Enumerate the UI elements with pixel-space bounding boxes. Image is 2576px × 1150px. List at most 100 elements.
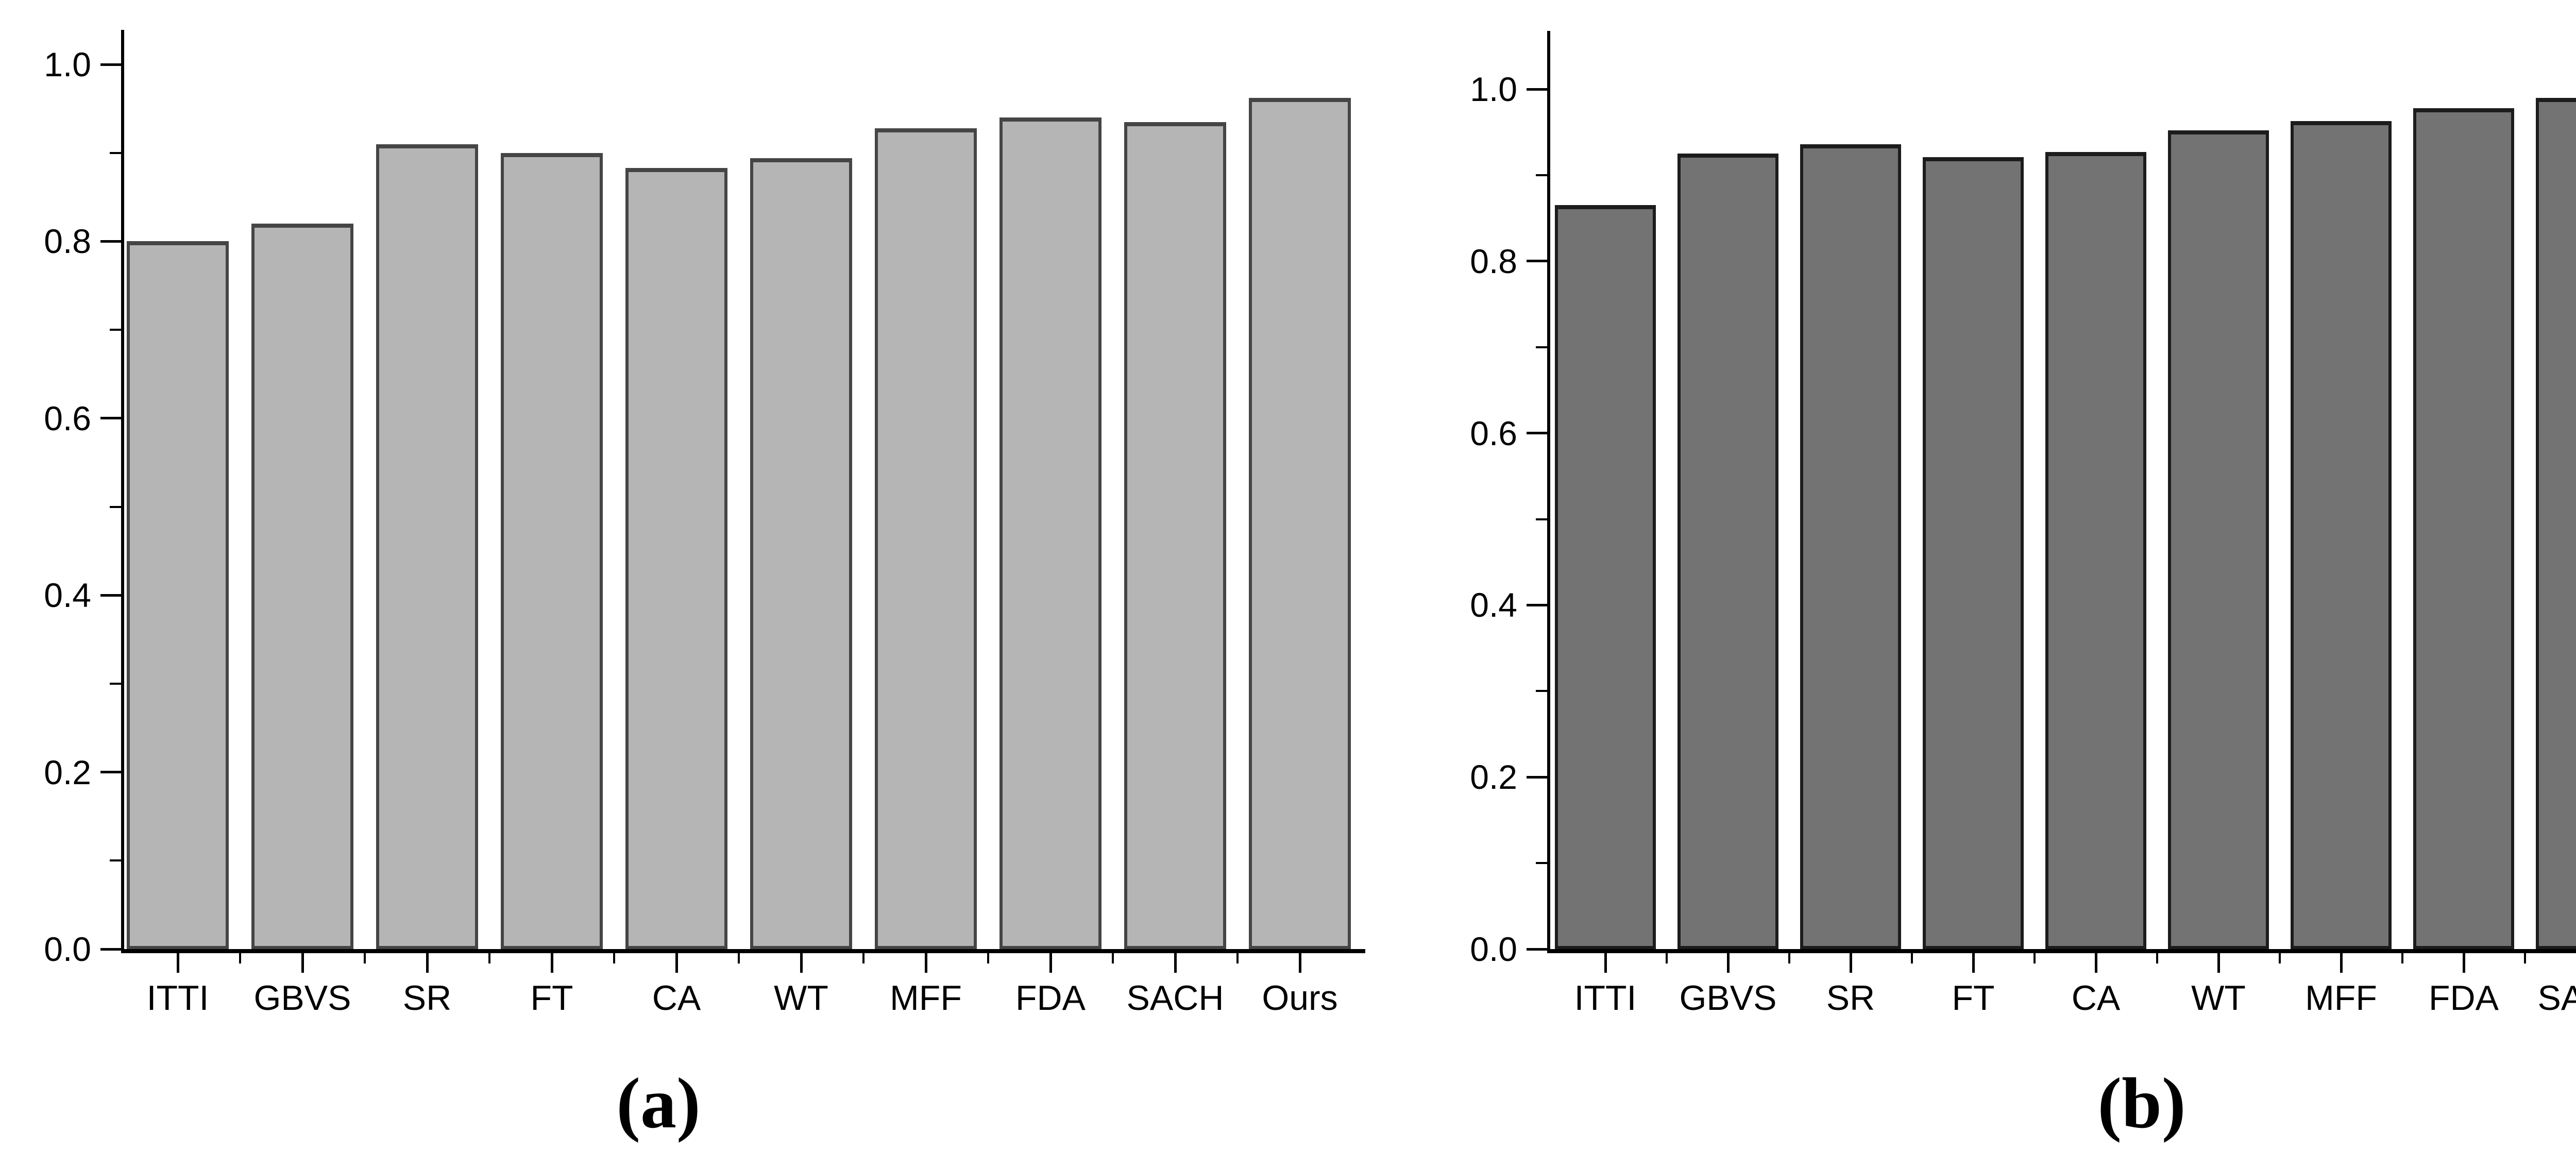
bar-a-MFF: [875, 128, 977, 949]
x-minor-tick-b-1: [1666, 953, 1668, 963]
bar-a-SACH: [1124, 122, 1226, 949]
x-minor-tick-a-8: [1112, 953, 1114, 963]
x-minor-tick-a-4: [613, 953, 615, 963]
y-tick-label-b-0.4: 0.4: [1470, 586, 1517, 624]
x-tick-label-a-GBVS: GBVS: [253, 978, 351, 1018]
x-minor-tick-a-3: [488, 953, 490, 963]
caption-b: (b): [2097, 1063, 2186, 1143]
x-major-tick-a-FDA: [1049, 953, 1052, 973]
x-major-tick-b-GBVS: [1726, 953, 1730, 973]
y-major-tick-b-1.0: [1527, 88, 1547, 91]
bar-b-SACH: [2536, 98, 2576, 949]
y-axis-line-a: [121, 30, 124, 953]
x-tick-label-b-ITTI: ITTI: [1574, 978, 1637, 1018]
y-major-tick-b-0.6: [1527, 432, 1547, 435]
x-minor-tick-a-1: [239, 953, 241, 963]
x-major-tick-a-SACH: [1174, 953, 1177, 973]
x-major-tick-b-ITTI: [1604, 953, 1607, 973]
x-major-tick-b-SR: [1849, 953, 1852, 973]
x-tick-label-b-GBVS: GBVS: [1679, 978, 1777, 1018]
x-major-tick-a-GBVS: [301, 953, 304, 973]
y-minor-tick-a-0.1: [110, 859, 121, 862]
y-major-tick-b-0.2: [1527, 775, 1547, 779]
bar-a-Ours: [1249, 98, 1351, 949]
x-major-tick-a-ITTI: [176, 953, 179, 973]
bar-a-FT: [501, 153, 603, 949]
bar-b-FT: [1923, 157, 2024, 949]
x-tick-label-a-Ours: Ours: [1262, 978, 1338, 1018]
x-minor-tick-a-6: [862, 953, 865, 963]
x-tick-label-b-FDA: FDA: [2429, 978, 2499, 1018]
bar-a-GBVS: [251, 224, 353, 949]
x-axis-line-a: [121, 949, 1365, 953]
x-tick-label-a-ITTI: ITTI: [146, 978, 209, 1018]
y-tick-label-a-0.4: 0.4: [44, 576, 91, 615]
bar-a-ITTI: [127, 241, 229, 949]
x-major-tick-b-CA: [2094, 953, 2097, 973]
x-tick-label-b-SACH: SACH: [2537, 978, 2576, 1018]
y-major-tick-a-0.0: [100, 948, 121, 951]
x-minor-tick-b-8: [2524, 953, 2526, 963]
x-major-tick-a-SR: [426, 953, 429, 973]
x-major-tick-b-FDA: [2462, 953, 2465, 973]
bar-a-SR: [376, 144, 478, 949]
x-minor-tick-a-9: [1236, 953, 1239, 963]
y-tick-label-b-0.8: 0.8: [1470, 242, 1517, 280]
y-tick-label-a-1.0: 1.0: [44, 45, 91, 83]
y-axis-line-b: [1547, 31, 1550, 953]
x-major-tick-b-MFF: [2340, 953, 2343, 973]
bar-b-FDA: [2413, 108, 2514, 949]
x-minor-tick-b-4: [2033, 953, 2036, 963]
caption-a: (a): [616, 1063, 701, 1143]
y-minor-tick-a-0.5: [110, 505, 121, 508]
y-major-tick-b-0.8: [1527, 260, 1547, 263]
x-major-tick-b-FT: [1972, 953, 1975, 973]
bar-b-MFF: [2291, 121, 2392, 949]
x-tick-label-b-FT: FT: [1952, 978, 1995, 1018]
y-major-tick-b-0.0: [1527, 948, 1547, 951]
y-minor-tick-a-0.7: [110, 329, 121, 331]
y-major-tick-a-0.8: [100, 240, 121, 243]
x-tick-label-b-CA: CA: [2071, 978, 2121, 1018]
x-minor-tick-b-5: [2156, 953, 2158, 963]
bar-a-FDA: [999, 117, 1101, 949]
chart-panel-a: 0.0 0.2 0.4 0.6 0.8 1.0 ITTI GBVS SR FT CA WT MFF FDA…: [44, 30, 1365, 1018]
chart-panel-b: 0.0 0.2 0.4 0.6 0.8 1.0 ITTI GBVS SR FT CA WT MFF FDA…: [1401, 0, 2576, 1150]
x-major-tick-a-WT: [800, 953, 803, 973]
y-minor-tick-b-0.5: [1536, 518, 1547, 520]
y-major-tick-b-0.4: [1527, 603, 1547, 606]
y-major-tick-a-0.6: [100, 417, 121, 420]
y-minor-tick-a-0.9: [110, 151, 121, 154]
bar-b-ITTI: [1555, 205, 1656, 949]
y-tick-label-b-0.2: 0.2: [1470, 758, 1517, 797]
x-tick-label-a-FT: FT: [530, 978, 573, 1018]
x-tick-label-a-CA: CA: [652, 978, 701, 1018]
y-tick-label-b-1.0: 1.0: [1470, 70, 1517, 108]
x-tick-label-a-SR: SR: [402, 978, 452, 1018]
bar-b-GBVS: [1677, 154, 1778, 949]
x-minor-tick-b-7: [2401, 953, 2403, 963]
x-tick-label-a-SACH: SACH: [1126, 978, 1224, 1018]
y-major-tick-a-1.0: [100, 63, 121, 66]
x-tick-label-a-MFF: MFF: [890, 978, 962, 1018]
y-minor-tick-b-0.3: [1536, 690, 1547, 692]
x-minor-tick-b-3: [1911, 953, 1913, 963]
bar-b-SR: [1800, 144, 1901, 949]
x-major-tick-b-WT: [2217, 953, 2220, 973]
y-minor-tick-b-0.1: [1536, 862, 1547, 865]
x-minor-tick-b-6: [2279, 953, 2281, 963]
x-major-tick-a-CA: [675, 953, 678, 973]
x-tick-label-b-MFF: MFF: [2305, 978, 2377, 1018]
y-tick-label-b-0.0: 0.0: [1470, 930, 1517, 968]
bar-a-CA: [625, 168, 727, 949]
y-tick-label-a-0.0: 0.0: [44, 930, 91, 968]
y-tick-label-b-0.6: 0.6: [1470, 414, 1517, 452]
x-tick-label-b-SR: SR: [1826, 978, 1875, 1018]
y-major-tick-a-0.2: [100, 771, 121, 774]
x-tick-label-b-WT: WT: [2191, 978, 2246, 1018]
y-minor-tick-a-0.3: [110, 682, 121, 685]
bar-b-WT: [2168, 130, 2269, 949]
y-major-tick-a-0.4: [100, 594, 121, 597]
x-minor-tick-b-2: [1788, 953, 1790, 963]
